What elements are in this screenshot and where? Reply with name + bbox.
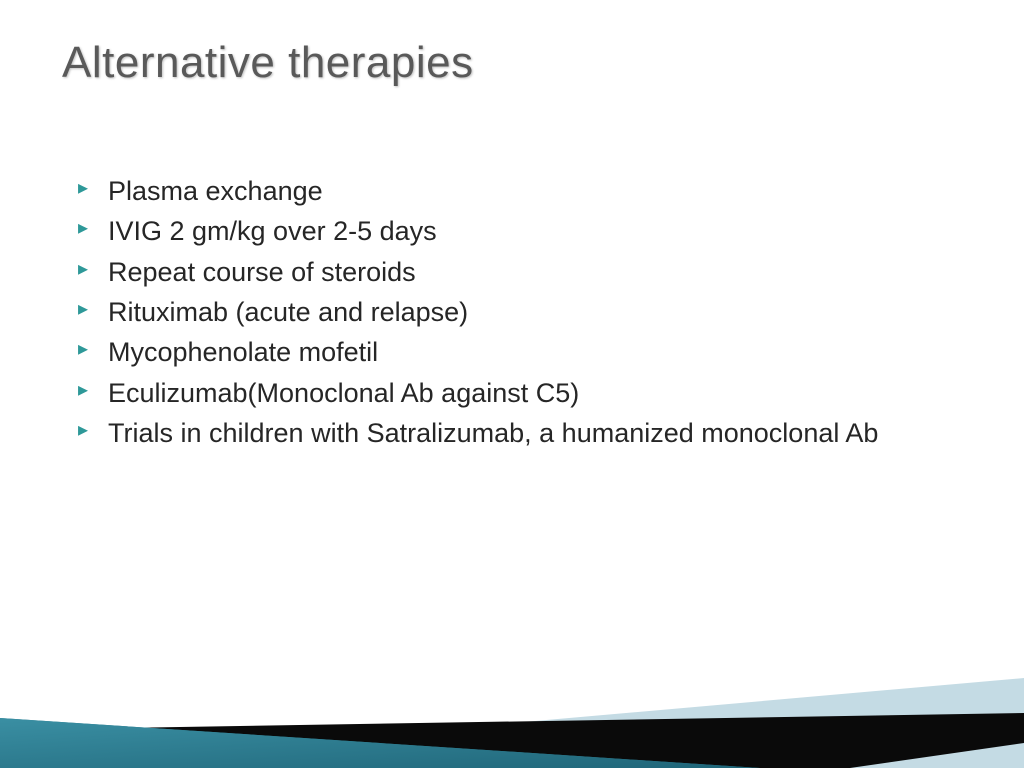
list-item: Plasma exchange — [78, 172, 958, 210]
list-item: Repeat course of steroids — [78, 253, 958, 291]
footer-decoration — [0, 618, 1024, 768]
bullet-list: Plasma exchange IVIG 2 gm/kg over 2-5 da… — [78, 172, 958, 454]
list-item: Rituximab (acute and relapse) — [78, 293, 958, 331]
list-item: Trials in children with Satralizumab, a … — [78, 414, 958, 452]
slide-title: Alternative therapies — [62, 38, 474, 88]
list-item: IVIG 2 gm/kg over 2-5 days — [78, 212, 958, 250]
list-item: Eculizumab(Monoclonal Ab against C5) — [78, 374, 958, 412]
list-item: Mycophenolate mofetil — [78, 333, 958, 371]
